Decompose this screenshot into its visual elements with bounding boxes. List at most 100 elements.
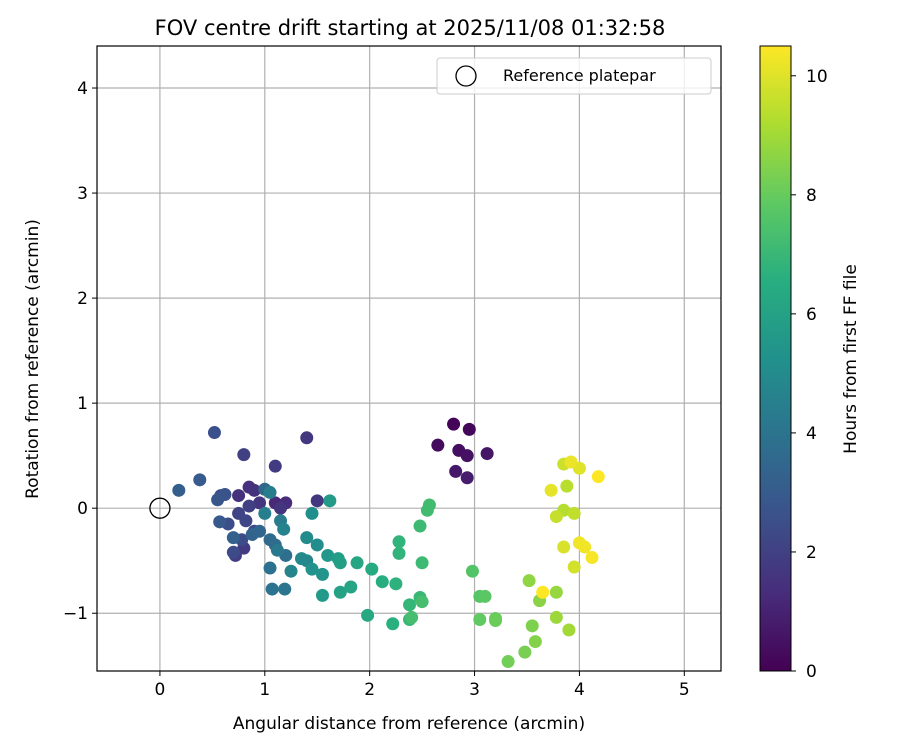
data-point (323, 494, 337, 508)
data-point (386, 617, 400, 631)
data-point (295, 552, 309, 566)
data-point (265, 582, 279, 596)
data-point (226, 545, 240, 559)
data-point (473, 613, 487, 627)
data-point (478, 589, 492, 603)
legend-label: Reference platepar (503, 66, 656, 85)
data-point (501, 655, 515, 669)
colorbar-tick-label: 2 (806, 543, 817, 563)
colorbar-label: Hours from first FF file (841, 264, 861, 454)
data-point (585, 551, 599, 565)
data-points (172, 417, 605, 669)
y-tick-label: 4 (77, 79, 88, 99)
data-point (447, 417, 461, 431)
data-point (415, 595, 429, 609)
y-tick-label: 3 (77, 184, 88, 204)
data-point (247, 483, 261, 497)
colorbar-ticks: 0 2 4 6 8 10 (791, 67, 828, 682)
x-tick-label: 1 (259, 680, 270, 700)
data-point (277, 522, 291, 536)
data-point (333, 556, 347, 570)
x-axis-ticks: 0 1 2 3 4 5 (155, 671, 690, 700)
data-point (344, 580, 358, 594)
data-point (449, 464, 463, 478)
x-tick-label: 4 (574, 680, 585, 700)
colorbar-tick-label: 8 (806, 186, 817, 206)
data-point (567, 506, 581, 520)
data-point (193, 473, 207, 487)
x-tick-label: 3 (469, 680, 480, 700)
y-tick-label: −1 (63, 604, 88, 624)
data-point (375, 575, 389, 589)
data-point (321, 548, 335, 562)
reference-platepar-marker (149, 497, 171, 519)
data-point (315, 567, 329, 581)
data-point (415, 556, 429, 570)
y-tick-label: 0 (77, 499, 88, 519)
chart-title: FOV centre drift starting at 2025/11/08 … (155, 16, 666, 40)
data-point (263, 485, 277, 499)
data-point (392, 546, 406, 560)
data-point (300, 431, 314, 445)
data-point (300, 531, 314, 545)
x-tick-label: 0 (155, 680, 166, 700)
data-point (305, 562, 319, 576)
data-point (274, 501, 288, 515)
data-point (268, 459, 282, 473)
data-point (413, 519, 427, 533)
data-point (361, 608, 375, 622)
data-point (422, 498, 436, 512)
data-point (172, 483, 186, 497)
data-point (263, 561, 277, 575)
x-tick-label: 5 (679, 680, 690, 700)
data-point (284, 564, 298, 578)
data-point (544, 483, 558, 497)
data-point (310, 538, 324, 552)
data-point (557, 540, 571, 554)
data-point (239, 514, 253, 528)
legend-reference-marker (455, 65, 477, 87)
data-point (522, 574, 536, 588)
data-point (389, 577, 403, 591)
data-point (392, 535, 406, 549)
x-axis-label: Angular distance from reference (arcmin) (233, 714, 585, 734)
data-point (232, 489, 246, 503)
data-point (564, 455, 578, 469)
data-point (518, 645, 532, 659)
y-axis-label: Rotation from reference (arcmin) (23, 219, 43, 499)
data-point (465, 564, 479, 578)
data-point (258, 506, 272, 520)
colorbar: 0 2 4 6 8 10 Hours from first FF file (759, 45, 861, 682)
data-point (226, 531, 240, 545)
data-point (489, 614, 503, 628)
data-point (525, 619, 539, 633)
data-point (536, 585, 550, 599)
legend: Reference platepar (436, 57, 712, 95)
colorbar-tick-label: 10 (806, 67, 828, 87)
data-point (578, 540, 592, 554)
data-point (549, 610, 563, 624)
data-point (591, 470, 605, 484)
plot-frame (96, 45, 722, 672)
data-point (462, 422, 476, 436)
y-tick-label: 1 (77, 394, 88, 414)
data-point (278, 582, 292, 596)
data-point (549, 585, 563, 599)
data-point (253, 524, 267, 538)
data-point (528, 635, 542, 649)
data-point (562, 623, 576, 637)
data-point (567, 560, 581, 574)
data-point (350, 556, 364, 570)
x-tick-label: 2 (364, 680, 375, 700)
data-point (405, 610, 419, 624)
data-point (213, 515, 227, 529)
data-point (242, 499, 256, 513)
colorbar-gradient (759, 45, 792, 672)
data-point (460, 471, 474, 485)
data-point (403, 598, 417, 612)
data-point (549, 510, 563, 524)
y-tick-label: 2 (77, 289, 88, 309)
data-point (207, 426, 221, 440)
y-axis-ticks: −1 0 1 2 3 4 (63, 79, 97, 624)
data-point (365, 562, 379, 576)
